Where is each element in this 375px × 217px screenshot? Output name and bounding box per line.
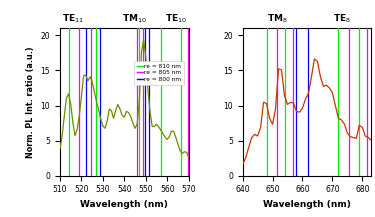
Text: TE$_{11}$: TE$_{11}$ xyxy=(62,13,84,25)
Text: TM$_{8}$: TM$_{8}$ xyxy=(267,13,288,25)
Text: TM$_{10}$: TM$_{10}$ xyxy=(122,13,147,25)
Text: TE$_{8}$: TE$_{8}$ xyxy=(333,13,351,25)
Y-axis label: Norm. PL Int. ratio (a.u.): Norm. PL Int. ratio (a.u.) xyxy=(26,46,35,158)
Legend: re = 810 nm, re = 805 nm, re = 800 nm: re = 810 nm, re = 805 nm, re = 800 nm xyxy=(134,61,184,85)
Text: TE$_{10}$: TE$_{10}$ xyxy=(165,13,187,25)
X-axis label: Wavelength (nm): Wavelength (nm) xyxy=(263,200,351,209)
X-axis label: Wavelength (nm): Wavelength (nm) xyxy=(80,200,168,209)
